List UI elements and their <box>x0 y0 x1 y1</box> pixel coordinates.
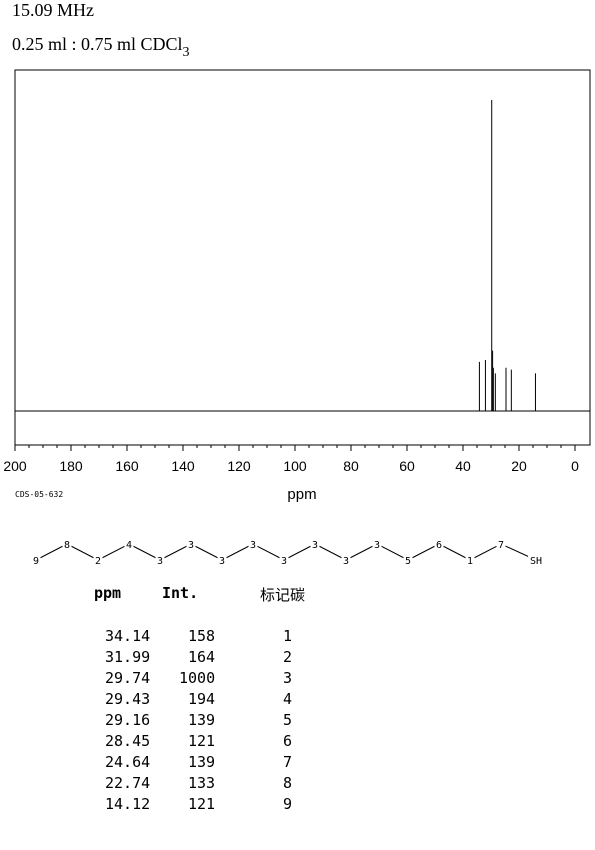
catalog-id: CDS-05-632 <box>15 490 63 499</box>
atom-label-bg <box>528 554 544 565</box>
carbon-label: 9 <box>283 795 293 813</box>
peaks <box>478 100 536 411</box>
carbon-label: 4 <box>283 690 293 708</box>
molecule-structure: 9 8 2 4 3 3 3 3 3 3 3 3 5 6 1 7 SH <box>31 538 544 567</box>
x-tick-label: 180 <box>59 458 83 474</box>
atom-label-bg <box>465 554 475 565</box>
header-intensity: Int. <box>162 584 199 602</box>
carbon-label: 3 <box>283 669 293 687</box>
solvent-subscript: 3 <box>182 45 190 60</box>
carbon-label: 5 <box>405 556 411 567</box>
x-tick-label: 20 <box>511 458 527 474</box>
ppm-value: 14.12 <box>105 795 151 813</box>
intensity-value: 1000 <box>179 669 216 687</box>
x-ticks <box>14 445 576 451</box>
carbon-label: 3 <box>157 556 163 567</box>
carbon-label: 5 <box>283 711 293 729</box>
x-axis-label: ppm <box>287 486 316 503</box>
atom-label-bg <box>372 538 382 549</box>
ppm-value: 29.43 <box>105 690 151 708</box>
atom-label-bg <box>31 554 41 565</box>
ppm-value: 22.74 <box>105 774 151 792</box>
ppm-value: 34.14 <box>105 627 151 645</box>
solvent-text: 0.25 ml : 0.75 ml CDCl <box>12 34 183 54</box>
thiol-group-label: SH <box>530 556 542 567</box>
carbon-label: 9 <box>33 556 39 567</box>
atom-label-bg <box>341 554 351 565</box>
x-tick-label: 120 <box>227 458 251 474</box>
x-tick-label: 80 <box>343 458 359 474</box>
carbon-label: 7 <box>283 753 293 771</box>
ppm-value: 29.16 <box>105 711 151 729</box>
carbon-label: 6 <box>436 540 442 551</box>
atom-label-bg <box>248 538 258 549</box>
atom-label-bg <box>124 538 134 549</box>
intensity-value: 164 <box>188 648 216 666</box>
carbon-label: 2 <box>95 556 101 567</box>
atom-label-bg <box>279 554 289 565</box>
carbon-label: 3 <box>374 540 380 551</box>
carbon-label: 2 <box>283 648 293 666</box>
x-tick-label: 140 <box>171 458 195 474</box>
atom-label-bg <box>186 538 196 549</box>
carbon-label: 7 <box>498 540 504 551</box>
carbon-label: 3 <box>219 556 225 567</box>
atom-label-bg <box>93 554 103 565</box>
carbon-label: 8 <box>283 774 293 792</box>
intensity-value: 121 <box>188 795 216 813</box>
atom-label-bg <box>155 554 165 565</box>
x-tick-label: 60 <box>399 458 415 474</box>
x-tick-label: 160 <box>115 458 139 474</box>
x-tick-labels: 200 180 160 140 120 100 80 60 40 20 0 <box>3 458 579 474</box>
ppm-value: 29.74 <box>105 669 151 687</box>
carbon-label: 6 <box>283 732 293 750</box>
x-tick-label: 0 <box>571 458 579 474</box>
ppm-value: 31.99 <box>105 648 151 666</box>
atom-label-bg <box>403 554 413 565</box>
atom-label-bg <box>310 538 320 549</box>
carbon-label: 3 <box>250 540 256 551</box>
atom-label-bg <box>496 538 506 549</box>
atom-label-bg <box>62 538 72 549</box>
carbon-label: 3 <box>312 540 318 551</box>
carbon-label: 1 <box>467 556 473 567</box>
plot-frame <box>14 69 591 446</box>
x-tick-label: 40 <box>455 458 471 474</box>
intensity-value: 139 <box>188 753 216 771</box>
solvent-info: 0.25 ml : 0.75 ml CDCl3 <box>12 34 190 60</box>
atom-label-bg <box>434 538 444 549</box>
ppm-value: 24.64 <box>105 753 151 771</box>
intensity-value: 139 <box>188 711 216 729</box>
nmr-spectrum-chart: 200 180 160 140 120 100 80 60 40 20 0 ppm CDS-05-6… <box>3 69 591 567</box>
carbon-label: 8 <box>64 540 70 551</box>
ppm-value: 28.45 <box>105 732 151 750</box>
spectrometer-frequency: 15.09 MHz <box>12 0 94 20</box>
x-tick-label: 100 <box>283 458 307 474</box>
intensity-value: 194 <box>188 690 216 708</box>
carbon-label: 3 <box>343 556 349 567</box>
header-carbon: 标记碳 <box>260 586 306 604</box>
carbon-label: 1 <box>283 627 293 645</box>
intensity-value: 133 <box>188 774 216 792</box>
carbon-label: 4 <box>126 540 132 551</box>
intensity-value: 158 <box>188 627 216 645</box>
atom-label-bg <box>217 554 227 565</box>
intensity-value: 121 <box>188 732 216 750</box>
carbon-label: 3 <box>281 556 287 567</box>
header-ppm: ppm <box>94 584 122 602</box>
carbon-label: 3 <box>188 540 194 551</box>
x-tick-label: 200 <box>3 458 27 474</box>
